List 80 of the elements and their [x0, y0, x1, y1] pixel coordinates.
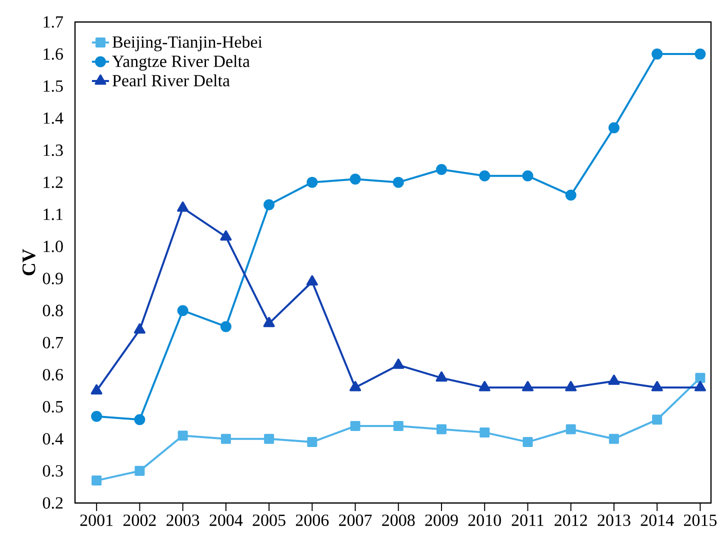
y-tick-label: 1.0: [44, 240, 63, 252]
x-tick-label: 2002: [123, 514, 156, 526]
point: [392, 176, 404, 188]
legend-label: Beijing-Tianjin-Hebei: [112, 36, 262, 52]
point: [651, 381, 663, 392]
point: [695, 372, 706, 383]
point: [436, 371, 448, 382]
point: [608, 434, 619, 444]
y-tick-label: 0.2: [42, 497, 63, 509]
point: [178, 430, 188, 441]
x-tick-label: 2008: [382, 514, 415, 526]
x-tick-label: 2015: [684, 514, 717, 526]
point: [522, 381, 534, 392]
point: [608, 122, 620, 134]
x-tick-label: 2011: [512, 514, 544, 526]
point: [91, 410, 102, 422]
x-tick-label: 2013: [598, 514, 630, 526]
point: [306, 275, 318, 286]
point: [522, 437, 533, 448]
point: [177, 305, 188, 316]
point: [565, 190, 576, 201]
point: [92, 476, 102, 486]
point: [436, 164, 448, 175]
y-tick-label: 1.6: [44, 48, 64, 60]
point: [694, 381, 706, 392]
point: [652, 414, 662, 425]
y-tick-label: 1.4: [44, 112, 64, 124]
point: [479, 170, 490, 182]
x-tick-label: 2010: [468, 514, 501, 526]
point: [264, 199, 275, 210]
x-tick-label: 2012: [554, 514, 587, 526]
point: [480, 427, 490, 438]
point: [436, 424, 447, 434]
point: [565, 381, 577, 392]
y-tick-label: 0.5: [42, 401, 63, 413]
y-tick-label: 1.5: [44, 80, 63, 92]
y-axis-title: CV: [22, 248, 36, 276]
point: [134, 466, 145, 476]
x-tick-label: 2005: [252, 514, 286, 526]
point: [307, 437, 318, 448]
point: [694, 48, 706, 60]
point: [566, 424, 576, 434]
point: [478, 381, 490, 392]
point: [306, 176, 318, 188]
y-tick-label: 1.2: [44, 176, 63, 188]
point: [350, 421, 360, 432]
point: [134, 414, 146, 426]
point: [393, 421, 404, 432]
y-tick-label: 0.8: [42, 304, 63, 316]
point: [350, 381, 362, 392]
point: [264, 434, 274, 444]
y-tick-label: 0.9: [42, 272, 63, 284]
point: [220, 230, 232, 241]
legend-label: Pearl River Delta: [112, 74, 230, 86]
point: [522, 170, 534, 182]
x-tick-label: 2004: [210, 514, 243, 526]
x-tick-label: 2003: [166, 514, 200, 526]
point: [652, 48, 663, 60]
x-tick-label: 2006: [296, 514, 329, 526]
x-tick-label: 2009: [425, 514, 458, 526]
point: [392, 358, 404, 369]
point: [350, 174, 361, 185]
point: [134, 323, 146, 334]
x-tick-label: 2007: [339, 514, 372, 526]
y-tick-label: 0.6: [42, 368, 64, 380]
y-tick-label: 1.7: [44, 16, 64, 28]
y-tick-label: 0.3: [42, 465, 63, 477]
point: [220, 321, 232, 332]
x-tick-label: 2014: [640, 514, 674, 526]
point: [263, 316, 275, 328]
y-tick-label: 0.4: [42, 433, 64, 445]
point: [90, 384, 102, 395]
y-tick-label: 1.3: [44, 144, 63, 156]
legend-label: Yangtze River Delta: [112, 55, 250, 71]
point: [177, 201, 189, 212]
x-tick-label: 2001: [80, 514, 113, 526]
y-tick-label: 0.7: [42, 336, 64, 348]
point: [220, 434, 231, 444]
y-tick-label: 1.1: [44, 208, 62, 220]
point: [608, 374, 620, 385]
